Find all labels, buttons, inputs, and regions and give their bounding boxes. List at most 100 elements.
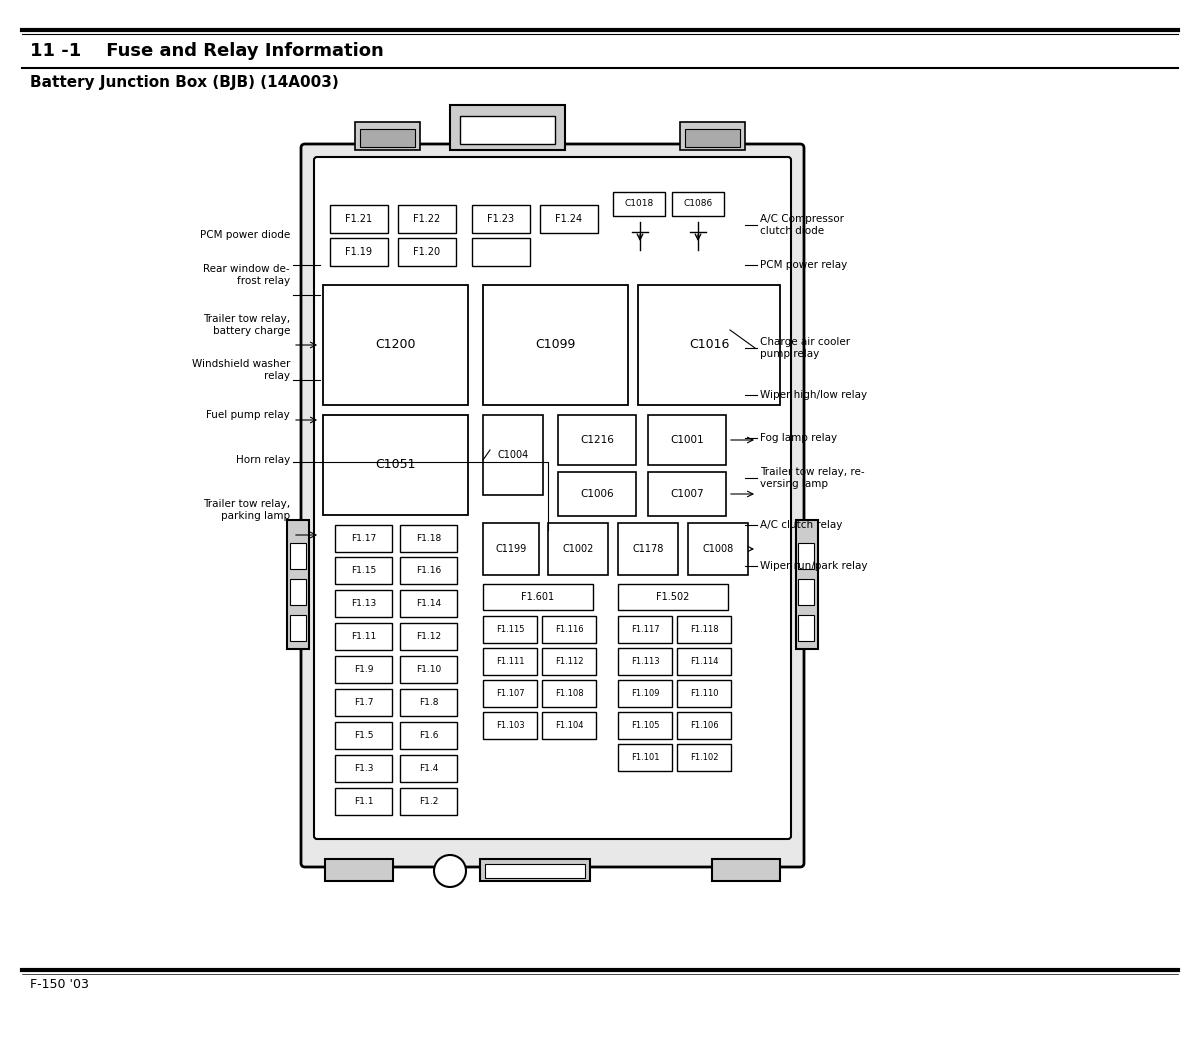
Text: F1.21: F1.21 <box>346 214 372 224</box>
Bar <box>558 472 636 516</box>
Text: C1199: C1199 <box>496 544 527 554</box>
Bar <box>335 788 392 815</box>
Text: F1.9: F1.9 <box>354 665 373 674</box>
Bar <box>355 122 420 150</box>
Text: F1.6: F1.6 <box>419 731 438 740</box>
FancyBboxPatch shape <box>301 144 804 867</box>
Bar <box>618 523 678 575</box>
Bar <box>400 525 457 552</box>
Text: C1007: C1007 <box>670 489 704 499</box>
Bar <box>542 680 596 707</box>
Bar <box>335 556 392 584</box>
Bar <box>672 192 724 216</box>
Bar <box>335 722 392 749</box>
Bar <box>330 205 388 233</box>
Text: C1200: C1200 <box>376 338 415 352</box>
Bar <box>688 523 748 575</box>
Text: F1.101: F1.101 <box>631 753 659 762</box>
Bar <box>482 648 538 675</box>
Text: A/C clutch relay: A/C clutch relay <box>760 520 842 530</box>
Text: F1.19: F1.19 <box>346 247 372 257</box>
Text: PCM power relay: PCM power relay <box>760 260 847 270</box>
Bar <box>335 656 392 682</box>
Text: F1.18: F1.18 <box>416 534 442 543</box>
Text: F1.104: F1.104 <box>554 721 583 730</box>
Bar <box>335 755 392 782</box>
Bar <box>542 648 596 675</box>
Bar <box>472 238 530 266</box>
Text: F1.15: F1.15 <box>350 566 376 575</box>
Bar <box>798 614 814 640</box>
Bar <box>482 415 542 495</box>
Text: Battery Junction Box (BJB) (14A003): Battery Junction Box (BJB) (14A003) <box>30 75 338 90</box>
Bar <box>648 472 726 516</box>
Text: F1.106: F1.106 <box>690 721 719 730</box>
Text: F1.109: F1.109 <box>631 689 659 698</box>
Bar <box>482 680 538 707</box>
Bar <box>287 520 310 649</box>
Bar <box>290 614 306 640</box>
Bar <box>618 616 672 643</box>
Text: F1.502: F1.502 <box>656 592 690 602</box>
Text: F1.115: F1.115 <box>496 625 524 634</box>
Text: Trailer tow relay,
battery charge: Trailer tow relay, battery charge <box>203 314 290 336</box>
Bar <box>400 755 457 782</box>
FancyBboxPatch shape <box>314 158 791 839</box>
Bar <box>460 116 554 144</box>
Text: C1216: C1216 <box>580 435 614 445</box>
Bar <box>335 590 392 617</box>
Text: Fog lamp relay: Fog lamp relay <box>760 433 838 443</box>
Text: F1.24: F1.24 <box>556 214 582 224</box>
Bar <box>618 584 728 610</box>
Text: F1.108: F1.108 <box>554 689 583 698</box>
Text: F1.23: F1.23 <box>487 214 515 224</box>
Text: F1.12: F1.12 <box>416 632 442 640</box>
Bar <box>677 648 731 675</box>
Bar <box>480 859 590 881</box>
Bar <box>400 788 457 815</box>
Text: F1.110: F1.110 <box>690 689 719 698</box>
Text: F1.117: F1.117 <box>631 625 659 634</box>
Bar <box>618 744 672 771</box>
Bar <box>677 744 731 771</box>
Text: F1.116: F1.116 <box>554 625 583 634</box>
Text: Wiper run/park relay: Wiper run/park relay <box>760 561 868 571</box>
Text: F1.105: F1.105 <box>631 721 659 730</box>
Bar <box>482 523 539 575</box>
Text: F1.113: F1.113 <box>631 657 659 666</box>
Bar <box>450 105 565 150</box>
Bar <box>542 712 596 739</box>
Text: F1.20: F1.20 <box>414 247 440 257</box>
Text: PCM power diode: PCM power diode <box>199 230 290 240</box>
Bar <box>618 712 672 739</box>
Bar <box>548 523 608 575</box>
Bar <box>542 616 596 643</box>
Text: 11 -1    Fuse and Relay Information: 11 -1 Fuse and Relay Information <box>30 42 384 60</box>
Bar <box>400 689 457 716</box>
Bar <box>638 285 780 405</box>
Text: F1.3: F1.3 <box>354 764 373 773</box>
Bar <box>798 579 814 605</box>
Bar <box>618 648 672 675</box>
Text: F1.11: F1.11 <box>350 632 376 640</box>
Bar <box>677 712 731 739</box>
Text: C1004: C1004 <box>497 450 529 460</box>
Bar <box>400 656 457 682</box>
Text: F1.16: F1.16 <box>416 566 442 575</box>
Text: C1018: C1018 <box>624 200 654 209</box>
Text: A/C Compressor
clutch diode: A/C Compressor clutch diode <box>760 214 844 236</box>
Bar <box>398 238 456 266</box>
Text: C1016: C1016 <box>689 338 730 352</box>
Bar <box>540 205 598 233</box>
Bar <box>360 129 415 147</box>
Text: F1.13: F1.13 <box>350 598 376 608</box>
Bar <box>712 859 780 881</box>
Bar <box>618 680 672 707</box>
Text: F1.22: F1.22 <box>413 214 440 224</box>
Bar <box>796 520 818 649</box>
Text: C1008: C1008 <box>702 544 733 554</box>
Text: C1099: C1099 <box>535 338 576 352</box>
Bar <box>400 722 457 749</box>
Bar <box>290 543 306 568</box>
Bar <box>335 623 392 650</box>
